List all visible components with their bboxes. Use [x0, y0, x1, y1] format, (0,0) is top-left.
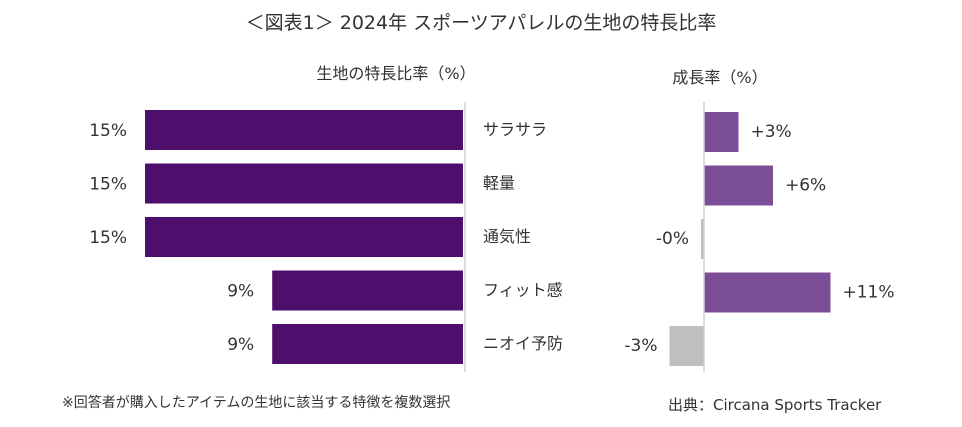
left-bar-3	[272, 270, 463, 311]
right-bar-1	[704, 165, 773, 206]
category-label-2: 通気性	[483, 227, 531, 246]
category-label-0: サラサラ	[483, 120, 547, 139]
right-bars: +3% +6% -0% +11% -3%	[624, 112, 895, 366]
left-value-label-1: 15%	[89, 175, 127, 195]
right-value-label-3: +11%	[843, 283, 895, 303]
left-value-label-3: 9%	[227, 282, 254, 302]
right-chart-title: 成長率（%）	[672, 68, 768, 87]
category-label-1: 軽量	[483, 174, 515, 193]
right-value-label-1: +6%	[785, 176, 826, 196]
left-value-label-0: 15%	[89, 121, 127, 141]
left-bar-2	[145, 217, 463, 257]
left-bar-1	[145, 163, 463, 204]
chart-title: ＜図表1＞ 2024年 スポーツアパレルの生地の特長比率	[245, 12, 717, 34]
left-bar-0	[145, 110, 463, 150]
right-bar-4	[669, 326, 704, 366]
left-value-label-4: 9%	[227, 335, 254, 355]
right-value-label-2: -0%	[656, 229, 689, 249]
left-bar-4	[272, 324, 463, 364]
left-chart-title: 生地の特長比率（%）	[316, 64, 476, 83]
right-value-label-0: +3%	[751, 122, 792, 142]
right-value-label-4: -3%	[624, 336, 657, 356]
source-note: 出典：Circana Sports Tracker	[668, 396, 882, 414]
category-label-4: ニオイ予防	[483, 334, 563, 353]
category-label-3: フィット感	[483, 281, 563, 300]
right-bar-2	[701, 219, 704, 259]
right-bar-0	[704, 112, 739, 152]
footnote: ※回答者が購入したアイテムの生地に該当する特徴を複数選択	[62, 395, 451, 411]
right-bar-3	[704, 272, 831, 313]
left-bars: 15% 15% 15% 9% 9%	[89, 110, 463, 364]
left-value-label-2: 15%	[89, 228, 127, 248]
